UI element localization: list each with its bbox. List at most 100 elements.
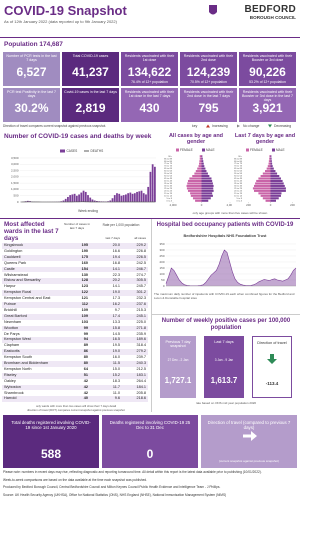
footer-line: Week-to-week comparisons are based on th… [3, 477, 147, 482]
ward-name: Riseley [4, 372, 17, 377]
direction-label: Direction of travel [257, 341, 287, 345]
stat-tile: Residents vaccinated with their Booster … [239, 52, 296, 86]
male-bar [270, 179, 283, 183]
bar [67, 196, 69, 202]
ward-rate-7d: 11.0 [112, 390, 120, 395]
direction-box: Direction of travel -113.4 [252, 336, 292, 398]
ward-rate-all: 226.5 [136, 254, 146, 259]
table-row: Riseley 51 15.2 183.1 [2, 372, 148, 379]
ward-name: Eastcotts [4, 349, 20, 354]
female-bar [195, 199, 202, 202]
ward-rate-7d: 16.6 [112, 248, 120, 253]
bar [120, 195, 123, 202]
bar [136, 191, 138, 202]
ward-cases: 42 [83, 390, 88, 395]
female-bar [255, 182, 271, 185]
male-bar [201, 167, 206, 170]
age-label: 40 to 44 [164, 180, 173, 183]
bar [73, 193, 76, 202]
chart-title: All cases by age and gender [168, 133, 224, 145]
ward-name: Elstow and Stewartby [4, 278, 41, 283]
age-label: 15 to 19 [234, 192, 243, 195]
y-tick-label: 3,500 [11, 156, 19, 160]
ward-cases: 109 [81, 307, 88, 312]
footer-line: Please note: numbers in recent days may … [3, 470, 262, 474]
female-bar [189, 177, 202, 180]
x-axis-label: Week ending [78, 209, 98, 213]
ward-rate-all: 246.7 [136, 266, 146, 271]
bar [147, 186, 150, 202]
tile-label: Residents vaccinated with their 1st dose [124, 54, 175, 63]
key-arrow [268, 124, 272, 128]
table-row: Wootton 99 15.8 271.8 [2, 325, 148, 332]
y-tick-label: 0 [163, 284, 165, 288]
male-bar [270, 199, 276, 202]
key-intro: Direction of travel compares current sna… [3, 124, 107, 128]
age-label: 70 to 74 [234, 165, 243, 168]
female-bar [254, 184, 271, 187]
female-bar [268, 160, 271, 163]
female-bar [269, 155, 271, 158]
ward-rate-7d: 9.6 [114, 396, 120, 401]
age-label: 65 to 69 [234, 167, 243, 170]
subtitle: As of 12th January 2022 (data reported u… [4, 19, 117, 24]
key-arrow [206, 124, 210, 128]
male-bar [201, 177, 212, 180]
ward-cases: 103 [81, 319, 88, 324]
tile-value: 3,921 [252, 101, 283, 115]
bar [153, 166, 156, 202]
deaths-value: 588 [40, 447, 62, 461]
female-bar [260, 174, 271, 178]
tile-label: Residents vaccinated with their Booster … [242, 54, 293, 63]
key-icons: key Increasing No change Decreasing [192, 124, 291, 128]
ward-name: Cauldwell [4, 254, 21, 259]
ward-rate-7d: 9.7 [114, 307, 120, 312]
footer-line: Produced by Bedford Borough Council, Cen… [3, 485, 221, 489]
ward-rate-7d: 11.7 [112, 384, 120, 389]
ward-rate-7d: 20.2 [112, 278, 120, 283]
male-bar [270, 189, 286, 192]
male-bar [201, 182, 213, 185]
tile-note: 76.4% of 12+ population [131, 80, 168, 84]
key-item: Increasing [212, 124, 228, 128]
age-label: 55 to 59 [234, 172, 243, 175]
ward-rate-all: 237.6 [136, 302, 146, 306]
bar [75, 195, 78, 202]
chart-note: The maximum daily number of inpatients w… [154, 292, 295, 300]
female-bar [260, 194, 271, 197]
table-row: Elstow and Stewartby 128 20.2 305.5 [2, 278, 148, 285]
chart-title: Number of COVID-19 cases and deaths by w… [4, 133, 152, 140]
bar [69, 195, 72, 202]
bar [82, 190, 85, 202]
female-bar [199, 155, 202, 158]
ward-cases: 99 [83, 325, 88, 330]
header-rule [0, 37, 300, 38]
stat-tile: Total COVID-19 cases 41,237 [62, 52, 119, 86]
divider [152, 314, 300, 315]
age-label: 25 to 29 [164, 187, 173, 190]
pyramid-note: only age groups with more than five case… [192, 211, 268, 215]
female-bar [199, 162, 202, 165]
female-bar [266, 167, 271, 170]
ward-name: Kempston Central and East [4, 296, 51, 301]
y-tick-label: 50 [161, 278, 165, 282]
occupancy-line [165, 249, 297, 287]
table-row: Wyboston 42 11.7 184.1 [2, 384, 148, 391]
deaths-tile: Direction of travel (compared to previou… [201, 415, 297, 468]
ward-rate-7d: 15.8 [112, 325, 120, 330]
ward-rate-all: 239.7 [136, 355, 146, 360]
divider [151, 219, 152, 412]
age-label: 30 to 34 [234, 184, 243, 187]
table-row: Harrold 40 9.6 218.6 [2, 396, 148, 403]
male-bar [201, 172, 208, 175]
ward-name: Kempston West [4, 337, 31, 342]
ward-rate-all: 215.3 [136, 307, 146, 312]
table-row: Castle 154 14.1 246.7 [2, 266, 148, 273]
ward-rate-all: 318.4 [136, 343, 146, 348]
y-tick-label: 0 [17, 200, 19, 204]
female-bar [190, 194, 202, 197]
ward-rate-7d: 17.4 [112, 313, 120, 318]
y-tick-label: 350 [159, 242, 164, 246]
down-arrow [267, 354, 277, 364]
female-bar [268, 162, 271, 165]
